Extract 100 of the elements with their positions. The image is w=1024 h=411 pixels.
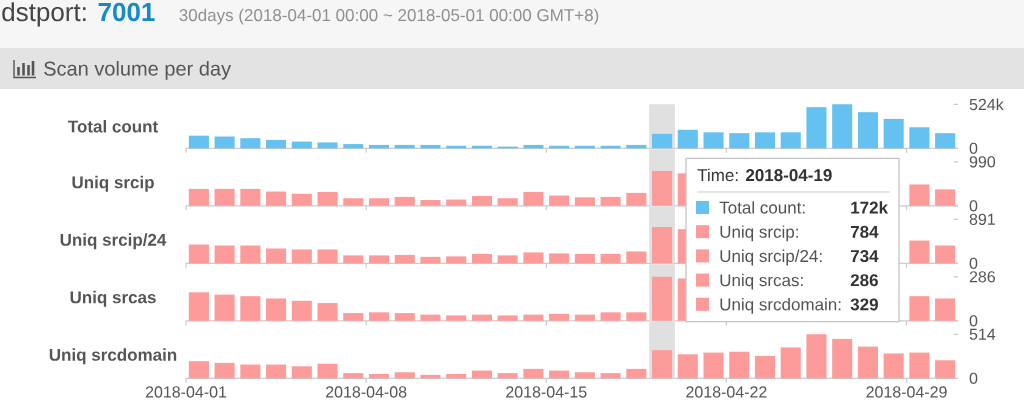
bar xyxy=(497,373,518,379)
x-tick-label: 2018-04-15 xyxy=(506,386,587,398)
bar xyxy=(909,127,930,149)
y-axis-title: Total count xyxy=(68,120,158,133)
bar xyxy=(446,374,467,379)
bar xyxy=(240,188,261,206)
bar xyxy=(317,303,338,321)
bar xyxy=(446,199,467,206)
bar xyxy=(935,245,956,264)
bar xyxy=(317,249,338,264)
y-axis-title: Uniq srcip xyxy=(72,175,154,192)
bar xyxy=(368,255,390,264)
bar xyxy=(214,245,235,264)
bar xyxy=(240,245,261,264)
y-axis-title: Uniq srcas xyxy=(70,290,156,307)
bar xyxy=(368,374,390,379)
x-tick-label: 2018-04-29 xyxy=(866,386,947,398)
bar xyxy=(394,372,415,379)
chart-title: dstport: 7001 xyxy=(2,2,155,27)
annotation: 734 xyxy=(850,250,879,263)
bar xyxy=(240,296,261,321)
bar xyxy=(626,368,647,379)
bar xyxy=(446,315,467,321)
annotation: 784 xyxy=(850,225,879,238)
bar xyxy=(549,195,570,206)
bar xyxy=(549,370,570,379)
bar xyxy=(626,251,647,264)
bar xyxy=(188,292,209,321)
bar xyxy=(703,132,724,149)
bar xyxy=(266,248,287,264)
y-axis-title: Uniq srcdomain xyxy=(49,348,177,365)
y-tick-label: 990 xyxy=(969,156,996,168)
y-tick-label: 514 xyxy=(969,328,996,340)
bar xyxy=(471,314,492,321)
bar xyxy=(909,240,930,264)
bar xyxy=(523,192,544,206)
annotation: Uniq srcdomain: xyxy=(720,297,841,314)
bar xyxy=(471,370,492,379)
bar xyxy=(832,104,853,149)
bar xyxy=(523,144,544,149)
bar xyxy=(266,191,287,206)
bar xyxy=(291,193,312,206)
bar xyxy=(343,198,364,206)
bar xyxy=(497,315,518,321)
bar xyxy=(600,373,621,379)
bar xyxy=(420,314,441,321)
bar xyxy=(549,253,570,264)
bar xyxy=(188,188,209,206)
bar xyxy=(883,353,904,379)
bar xyxy=(806,334,827,379)
bar xyxy=(626,312,647,321)
bar xyxy=(523,252,544,264)
bar xyxy=(574,197,595,206)
bar xyxy=(266,298,287,321)
y-tick-label: 524k xyxy=(969,98,1004,111)
bar xyxy=(188,244,209,264)
bar xyxy=(574,253,595,264)
bar xyxy=(857,346,878,379)
bar xyxy=(471,196,492,206)
bar xyxy=(188,135,209,149)
bar xyxy=(729,351,750,379)
bar xyxy=(883,118,904,149)
bar xyxy=(780,347,801,379)
annotation: Time: 2018-04-19 xyxy=(697,168,832,182)
bar xyxy=(574,314,595,321)
y-tick-label: 0 xyxy=(969,315,978,327)
bar xyxy=(188,361,209,379)
bar xyxy=(497,198,518,206)
annotation: Uniq srcip: xyxy=(720,225,798,242)
bar xyxy=(935,133,956,149)
y-tick-label: 0 xyxy=(969,372,978,384)
bar xyxy=(549,313,570,321)
bar xyxy=(497,255,518,264)
bar xyxy=(754,356,776,379)
bar xyxy=(291,300,312,321)
bar xyxy=(806,107,827,149)
bar xyxy=(935,189,956,206)
annotation: Total count: xyxy=(719,201,805,214)
bar xyxy=(729,133,750,149)
bar xyxy=(291,249,312,264)
bar xyxy=(368,198,390,206)
bar xyxy=(214,188,235,206)
y-tick-label: 0 xyxy=(969,257,978,269)
y-axis-title: Uniq srcip/24 xyxy=(60,233,167,250)
bar xyxy=(420,256,441,264)
bar xyxy=(626,144,647,149)
y-tick-label: 891 xyxy=(969,213,995,225)
text: Scan volume per day xyxy=(44,61,232,80)
bar xyxy=(754,132,776,149)
bar xyxy=(420,374,441,379)
bar xyxy=(857,112,878,149)
bar xyxy=(394,196,415,206)
bar xyxy=(214,136,235,149)
bar xyxy=(214,294,235,321)
bar xyxy=(832,338,853,379)
bar xyxy=(266,364,287,379)
bar xyxy=(600,312,621,321)
annotation: 172k xyxy=(851,201,889,214)
chart-subtitle: 30days (2018-04-01 00:00 ~ 2018-05-01 00:00 GMT+8) xyxy=(179,8,599,25)
bar xyxy=(343,255,364,264)
